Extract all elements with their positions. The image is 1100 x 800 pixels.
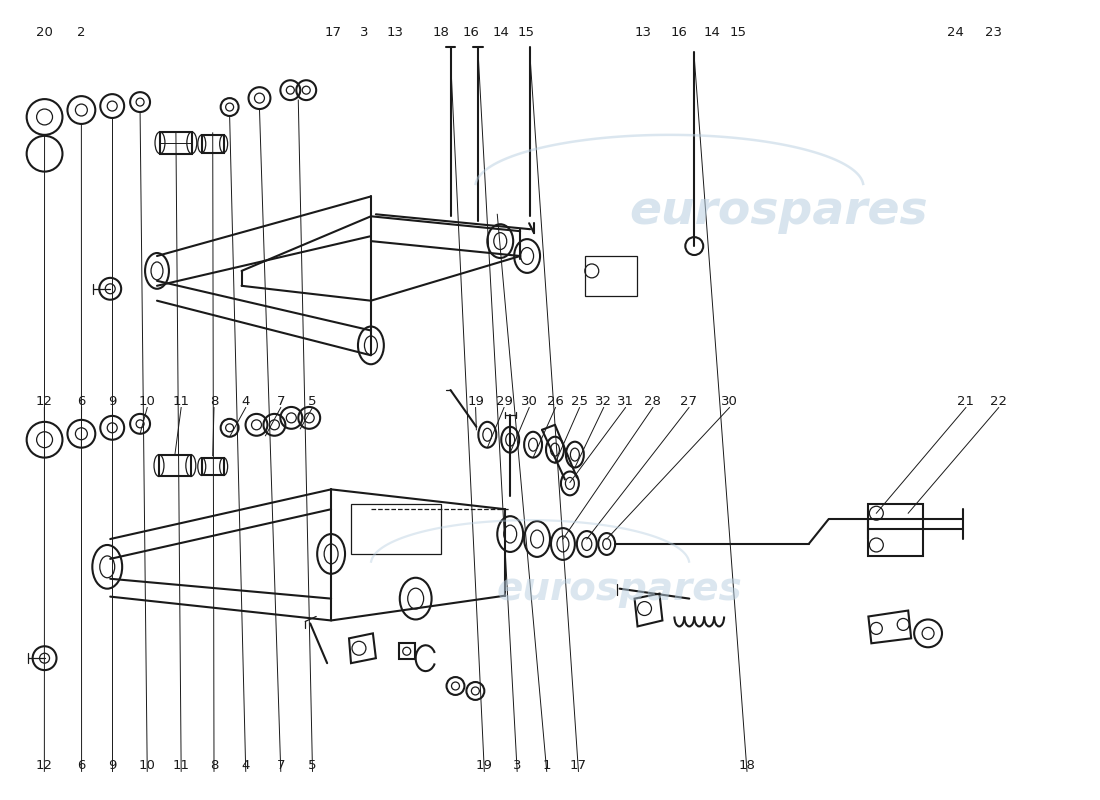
Bar (868, 504, 923, 556)
Text: eurospares: eurospares (629, 189, 928, 234)
Bar (160, 454, 190, 477)
Text: 12: 12 (36, 395, 53, 408)
Text: 19: 19 (468, 395, 484, 408)
Text: 15: 15 (729, 26, 747, 39)
Text: 16: 16 (463, 26, 480, 39)
Text: 20: 20 (36, 26, 53, 39)
Text: 8: 8 (210, 759, 218, 772)
Text: 11: 11 (173, 759, 189, 772)
Text: 7: 7 (276, 759, 285, 772)
Bar (351, 504, 441, 554)
Text: 13: 13 (386, 26, 403, 39)
Text: 7: 7 (276, 395, 285, 408)
Text: 14: 14 (704, 26, 720, 39)
Text: 18: 18 (432, 26, 449, 39)
Text: 30: 30 (520, 395, 538, 408)
Text: 2: 2 (77, 26, 86, 39)
Text: 17: 17 (570, 759, 587, 772)
Text: 4: 4 (242, 395, 250, 408)
Text: 25: 25 (571, 395, 588, 408)
Text: 26: 26 (547, 395, 564, 408)
Text: 6: 6 (77, 395, 86, 408)
Text: 3: 3 (360, 26, 368, 39)
Text: 28: 28 (645, 395, 661, 408)
Text: 5: 5 (308, 395, 317, 408)
Text: 31: 31 (617, 395, 634, 408)
Text: 16: 16 (671, 26, 688, 39)
Text: 9: 9 (108, 759, 117, 772)
Text: 15: 15 (517, 26, 535, 39)
Text: 18: 18 (738, 759, 756, 772)
Text: 22: 22 (990, 395, 1008, 408)
Text: 4: 4 (242, 759, 250, 772)
Text: 14: 14 (493, 26, 509, 39)
Text: eurospares: eurospares (497, 570, 742, 608)
Text: 12: 12 (36, 759, 53, 772)
Text: 19: 19 (476, 759, 493, 772)
Text: 21: 21 (957, 395, 975, 408)
Text: 29: 29 (496, 395, 513, 408)
Text: 10: 10 (139, 759, 156, 772)
Text: 17: 17 (324, 26, 342, 39)
Text: 30: 30 (722, 395, 738, 408)
Text: 24: 24 (946, 26, 964, 39)
Text: 27: 27 (681, 395, 697, 408)
Text: 3: 3 (513, 759, 521, 772)
Text: 9: 9 (108, 395, 117, 408)
Text: 10: 10 (139, 395, 156, 408)
Bar (201, 458, 223, 475)
Text: 23: 23 (984, 26, 1002, 39)
Text: 8: 8 (210, 395, 218, 408)
Bar (160, 132, 191, 154)
Text: 5: 5 (308, 759, 317, 772)
Text: 1: 1 (542, 759, 551, 772)
Text: 32: 32 (595, 395, 612, 408)
Text: 13: 13 (635, 26, 651, 39)
Text: 6: 6 (77, 759, 86, 772)
Bar (399, 643, 415, 659)
Bar (201, 135, 223, 153)
Text: 11: 11 (173, 395, 189, 408)
Bar (585, 256, 637, 296)
